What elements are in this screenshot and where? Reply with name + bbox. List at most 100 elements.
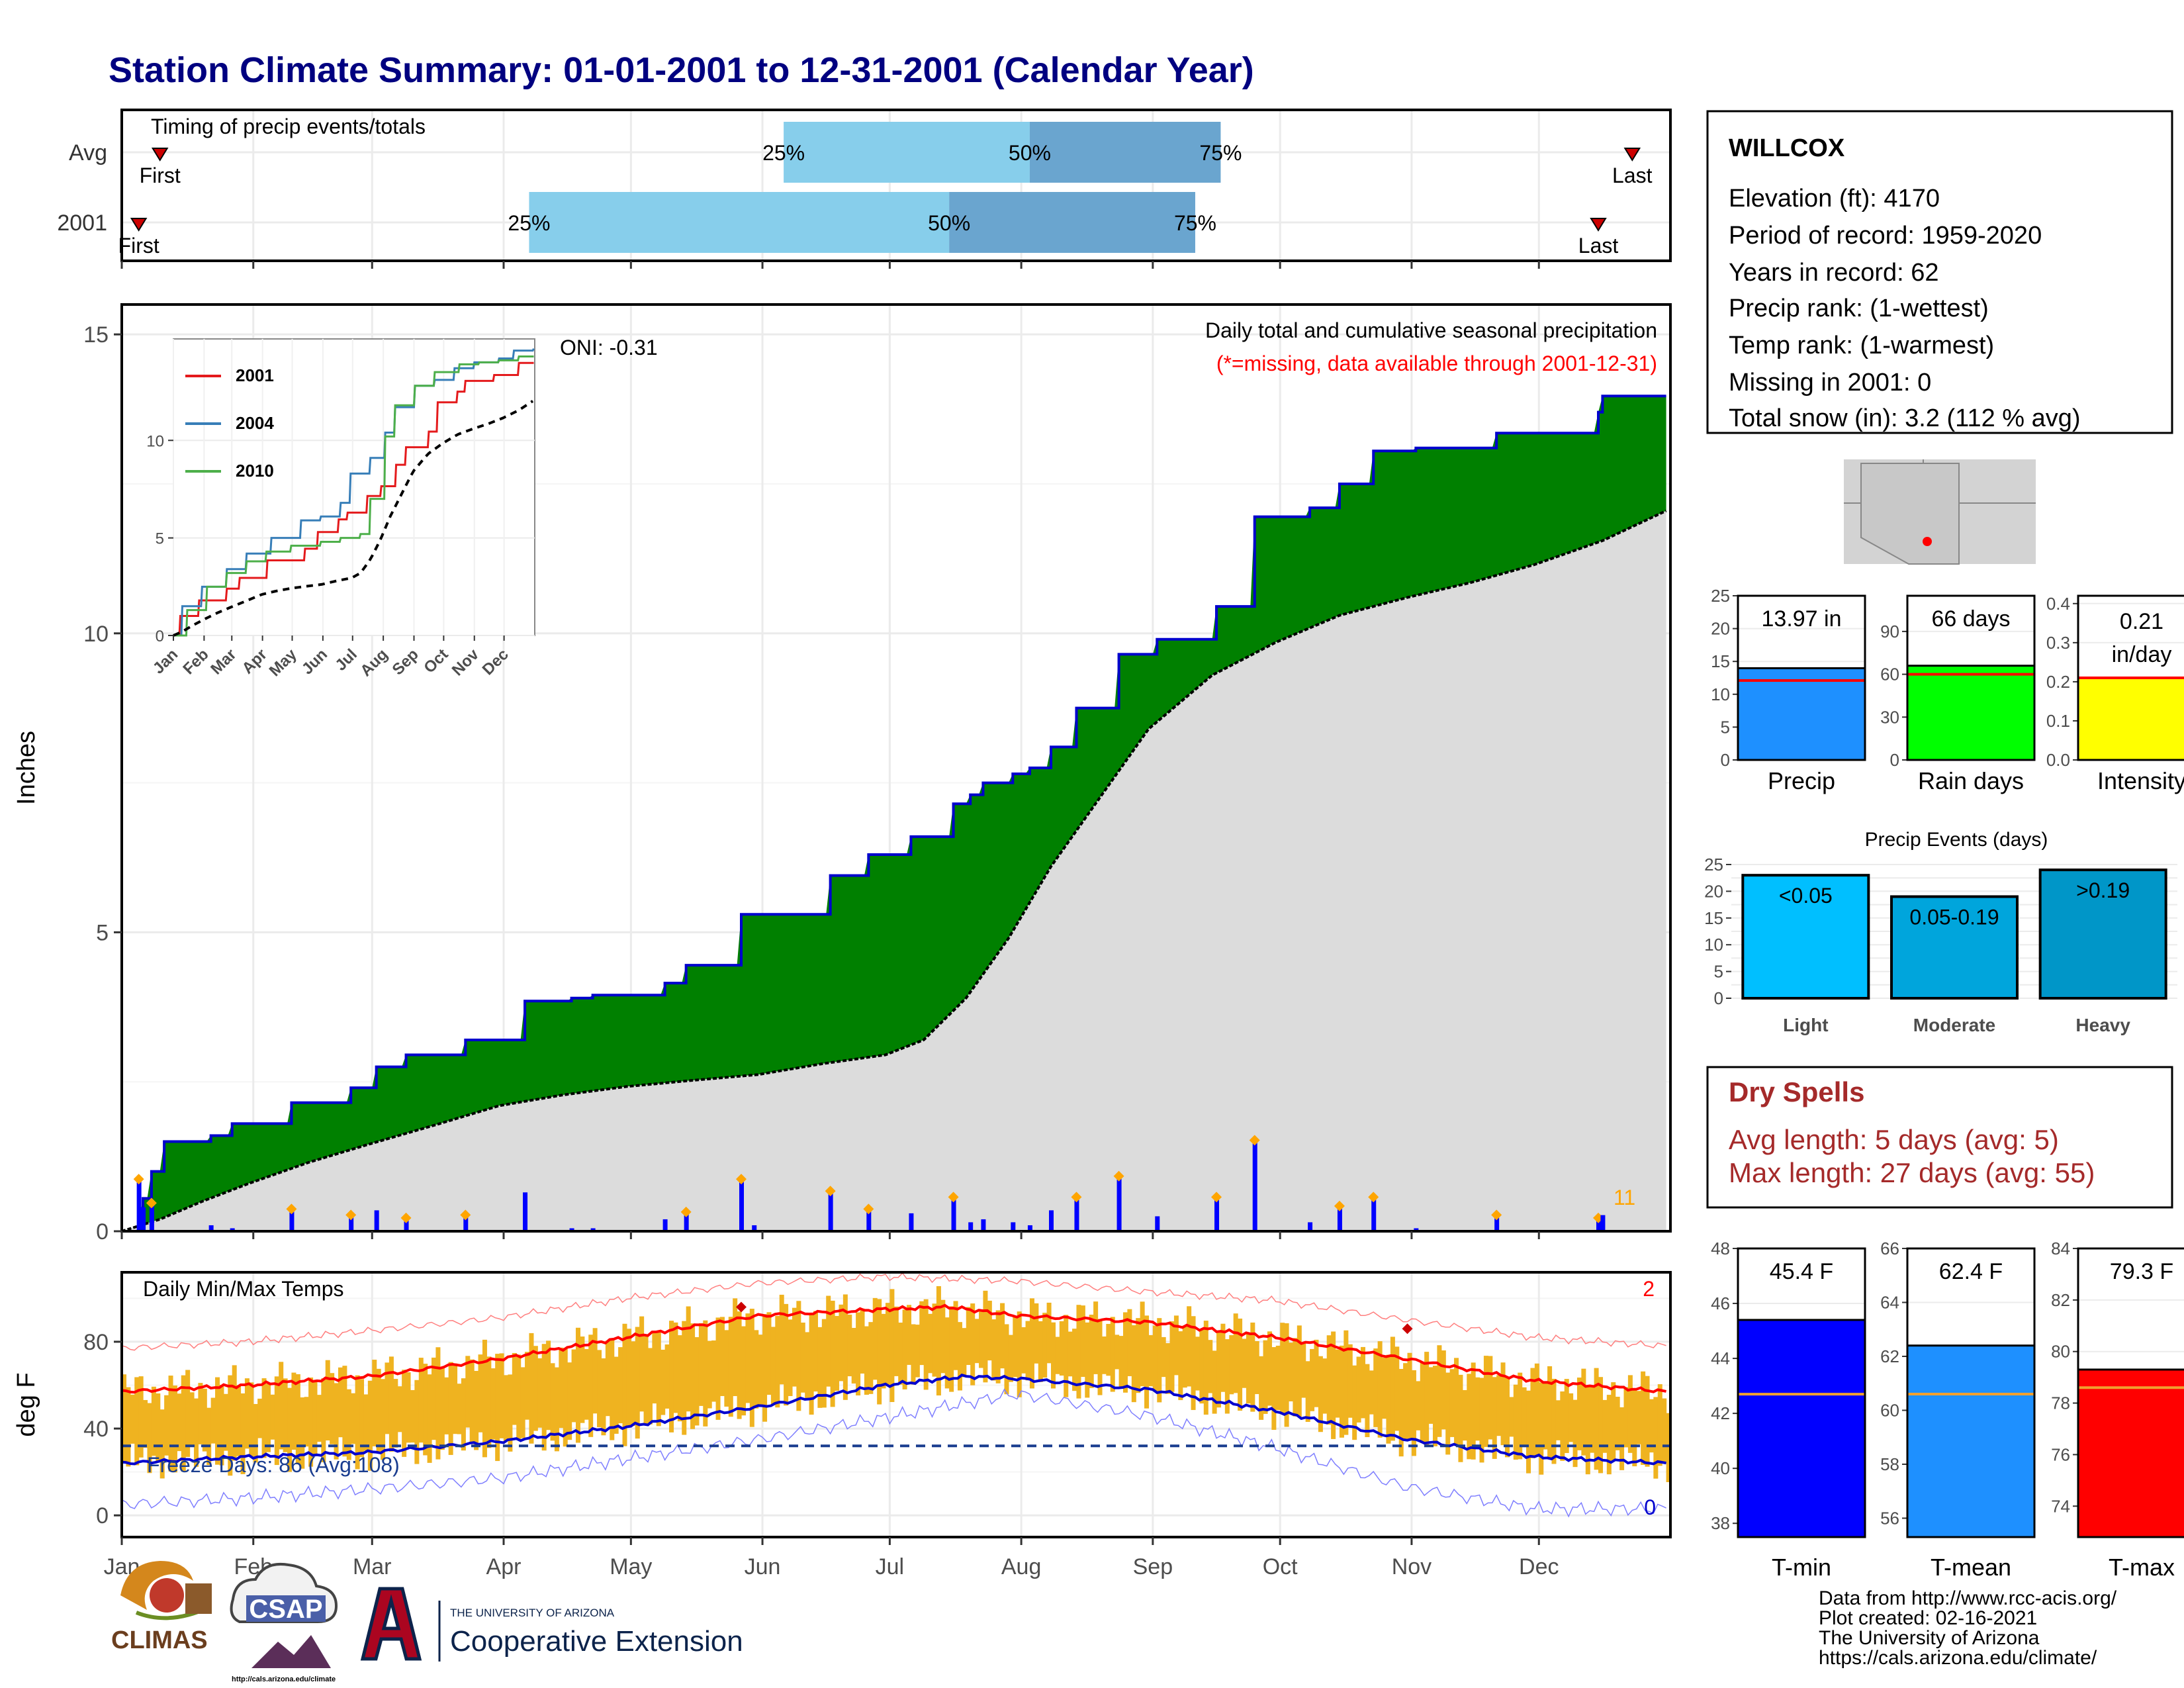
timing-bar-50-75	[1029, 122, 1221, 183]
events-bar-heavy	[2038, 868, 2167, 1000]
inset-average-line	[173, 400, 534, 637]
daily-temp-bar	[936, 1286, 941, 1396]
daily-temp-bar	[622, 1323, 627, 1446]
daily-temp-bar	[1314, 1339, 1319, 1407]
daily-precip-bars	[133, 1135, 1606, 1231]
daily-temp-bar	[703, 1320, 708, 1427]
daily-temp-bar	[1432, 1366, 1437, 1446]
summary-bar-frame	[1737, 594, 1866, 761]
precip-y-tick-label: 5	[96, 920, 109, 945]
daily-temp-bar	[707, 1340, 712, 1409]
daily-temp-bar	[567, 1362, 572, 1440]
daily-temp-bar	[1623, 1387, 1629, 1448]
precip-events-chart: Precip Events (days) 0 5 10 15 20 25 <0.05 Ligh…	[1704, 829, 2177, 1035]
daily-temp-bar	[741, 1326, 747, 1416]
daily-precip-bar	[1600, 1215, 1606, 1231]
station-temp-rank: Temp rank: (1-warmest)	[1729, 332, 1994, 359]
summary-y-tick-label: 30	[1880, 707, 1899, 727]
record-high-marker	[736, 1301, 747, 1313]
daily-temp-bar	[1008, 1335, 1013, 1382]
daily-temp-bar	[1034, 1303, 1039, 1364]
daily-temp-bar	[228, 1375, 233, 1476]
daily-temp-bar	[1140, 1301, 1145, 1387]
daily-temp-bar	[410, 1389, 415, 1443]
timing-first-marker	[130, 218, 148, 232]
daily-precip-bar	[1074, 1198, 1079, 1231]
events-category-label: Light	[1783, 1015, 1828, 1035]
timing-first-label: First	[140, 164, 181, 187]
daily-temp-bar	[1144, 1315, 1150, 1409]
daily-temp-bar	[1619, 1407, 1625, 1470]
daily-precip-bar	[866, 1210, 872, 1231]
temp-summary-value-label: 79.3 F	[2110, 1259, 2173, 1284]
daily-temp-bar	[279, 1362, 284, 1450]
daily-temp-bar	[283, 1378, 288, 1452]
temp-summary-y-tick-label: 76	[2051, 1444, 2070, 1464]
daily-temp-bar	[571, 1349, 576, 1423]
daily-temp-bar	[1555, 1400, 1561, 1440]
daily-temp-bar	[1046, 1302, 1052, 1364]
summary-value-label: 66 days	[1931, 606, 2010, 632]
daily-temp-bar	[932, 1303, 937, 1377]
daily-temp-bar	[236, 1385, 242, 1456]
daily-temp-bar	[902, 1309, 907, 1389]
daily-temp-bar	[682, 1321, 687, 1435]
daily-precip-marker	[736, 1174, 747, 1185]
daily-temp-bar	[944, 1317, 950, 1389]
precip-y-tick-label: 10	[83, 622, 109, 647]
temp-summary-bar-2	[2077, 1368, 2184, 1538]
daily-temp-bar	[1025, 1321, 1030, 1381]
footer-line-1: Data from http://www.rcc-acis.org/	[1819, 1587, 2117, 1609]
daily-temp-bar	[1229, 1335, 1234, 1395]
daily-temp-bar	[1496, 1375, 1502, 1436]
daily-temp-bar	[156, 1393, 161, 1462]
precip-average-area	[122, 510, 1666, 1231]
daily-temp-bar	[1289, 1342, 1294, 1402]
inset-legend-2004: 2004	[236, 413, 274, 433]
daily-temp-bar	[1051, 1322, 1056, 1389]
inset-y-tick-label: 10	[146, 432, 164, 450]
daily-temp-bar	[219, 1384, 224, 1466]
daily-precip-bar	[230, 1228, 235, 1231]
events-bar-light	[1741, 874, 1870, 1000]
climas-logo-sun	[150, 1578, 184, 1613]
events-category-label: Moderate	[1913, 1015, 1995, 1035]
daily-temp-bar	[490, 1368, 496, 1440]
daily-temp-bar	[813, 1311, 818, 1392]
daily-temp-bar	[1602, 1399, 1608, 1453]
timing-q25-label: 25%	[508, 211, 550, 235]
precip-y-axis: 0 5 10 15	[83, 322, 122, 1244]
daily-temp-bar	[1038, 1321, 1043, 1382]
summary-y-tick-label: 0	[1721, 750, 1730, 770]
daily-temp-bar	[300, 1397, 305, 1469]
temp-summary-y-tick-label: 84	[2051, 1239, 2070, 1258]
timing-q25-label: 25%	[762, 141, 805, 165]
daily-precip-bar	[523, 1192, 528, 1231]
daily-temp-bar	[631, 1341, 636, 1426]
daily-temp-bar	[809, 1314, 814, 1415]
inset-legend: 2001 2004 2010	[185, 365, 274, 481]
daily-temp-bar	[1416, 1381, 1421, 1430]
daily-temp-bar	[359, 1379, 365, 1458]
daily-temp-bar	[1377, 1341, 1383, 1438]
station-name: WILLCOX	[1729, 134, 1845, 162]
month-tick-label: Dec	[1519, 1554, 1559, 1579]
daily-temp-bar	[1195, 1336, 1200, 1391]
daily-temp-bar	[215, 1377, 220, 1465]
daily-temp-bar	[334, 1383, 339, 1460]
daily-precip-marker	[345, 1209, 357, 1221]
daily-temp-bar	[1275, 1345, 1281, 1411]
daily-temp-bar	[1483, 1356, 1488, 1447]
daily-temp-bar	[788, 1319, 793, 1396]
daily-temp-bar	[414, 1380, 420, 1464]
timing-month-ticks	[120, 261, 1540, 269]
daily-temp-bar	[821, 1319, 827, 1408]
daily-temp-bar	[1543, 1381, 1548, 1450]
daily-temp-bar	[541, 1344, 547, 1451]
daily-temp-bar	[159, 1409, 165, 1479]
daily-temp-bar	[261, 1378, 267, 1458]
csap-mountains	[251, 1635, 331, 1668]
precip-missing-note: (*=missing, data available through 2001-…	[1216, 352, 1657, 375]
daily-temp-bar	[177, 1393, 182, 1452]
